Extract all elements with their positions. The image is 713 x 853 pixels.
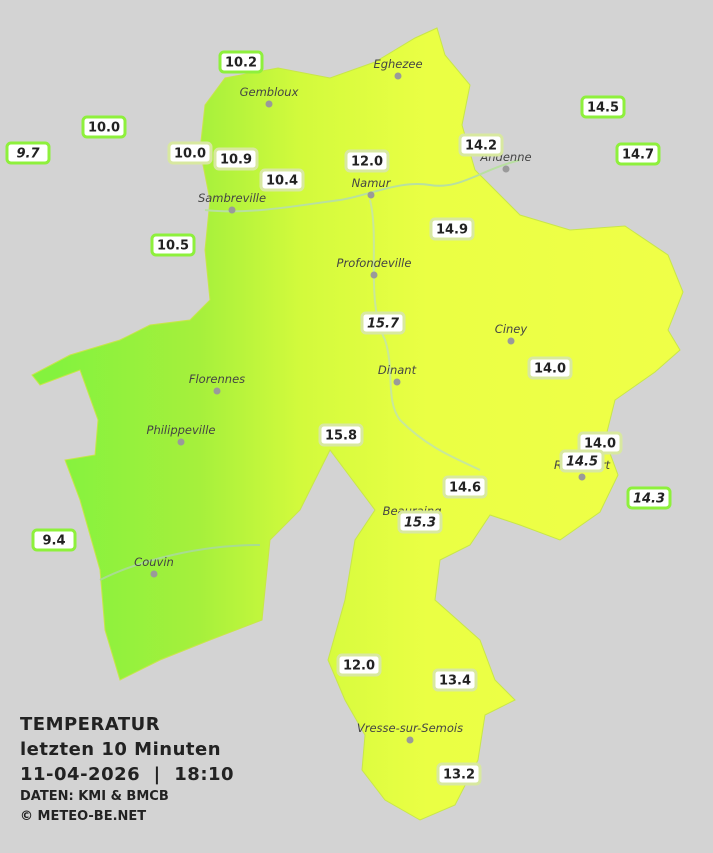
station-value: 12.0 — [343, 659, 375, 674]
legend-period: letzten 10 Minuten — [20, 739, 222, 760]
station-value: 10.9 — [220, 153, 252, 168]
station-box — [259, 168, 305, 192]
city-dot — [507, 337, 515, 345]
city-dot — [393, 378, 401, 386]
city-dot — [406, 736, 414, 744]
river — [204, 159, 521, 213]
station-box — [580, 95, 626, 119]
legend-source: DATEN: KMI & BMCB — [20, 789, 169, 804]
city-dot — [213, 387, 221, 395]
city-dot — [370, 271, 378, 279]
station-box — [432, 668, 478, 692]
station-value: 14.7 — [622, 148, 654, 163]
station-box — [397, 510, 443, 534]
river — [99, 544, 261, 581]
city-label: Eghezee — [373, 57, 422, 71]
station-value: 10.5 — [157, 239, 189, 254]
station-box — [458, 133, 504, 157]
city-dot — [394, 72, 402, 80]
station-value: 14.0 — [534, 362, 566, 377]
station-value: 14.6 — [449, 481, 481, 496]
city-dot — [367, 191, 375, 199]
station-box — [213, 147, 259, 171]
station-box — [31, 528, 77, 552]
legend-datetime: 11-04-2026 | 18:10 — [20, 764, 235, 785]
city-label: Vresse-sur-Semois — [357, 721, 463, 735]
city-label: Florennes — [189, 372, 245, 386]
station-value: 13.4 — [439, 674, 471, 689]
city-label: Ciney — [495, 322, 528, 336]
station-box — [559, 449, 605, 473]
city-dot — [228, 206, 236, 214]
station-box — [429, 217, 475, 241]
station-box — [150, 233, 196, 257]
station-box — [442, 475, 488, 499]
station-value: 14.2 — [465, 139, 497, 154]
station-value: 10.0 — [174, 147, 206, 162]
station-value: 12.0 — [351, 155, 383, 170]
station-box — [626, 486, 672, 510]
station-box — [527, 356, 573, 380]
legend-copyright: © METEO-BE.NET — [20, 809, 147, 824]
station-value: 9.4 — [42, 534, 65, 549]
station-value: 10.0 — [88, 121, 120, 136]
legend: TEMPERATUR letzten 10 Minuten 11-04-2026… — [20, 712, 234, 827]
city-dot — [177, 438, 185, 446]
station-box — [344, 149, 390, 173]
station-value: 14.5 — [566, 455, 598, 470]
station-box — [336, 653, 382, 677]
station-value: 15.7 — [367, 317, 400, 332]
city-label: Couvin — [134, 555, 174, 569]
station-value: 14.9 — [436, 223, 468, 238]
station-box — [360, 311, 406, 335]
station-value: 13.2 — [443, 768, 475, 783]
city-dot — [265, 100, 273, 108]
station-box — [615, 142, 661, 166]
river — [369, 199, 481, 471]
station-value: 9.7 — [16, 147, 40, 162]
city-label: Dinant — [378, 363, 417, 377]
station-box — [5, 141, 51, 165]
city-dot — [502, 165, 510, 173]
station-value: 14.3 — [633, 492, 665, 507]
station-value: 10.4 — [266, 174, 298, 189]
city-label: Gembloux — [240, 85, 299, 99]
station-box — [318, 423, 364, 447]
city-label: Namur — [352, 176, 392, 190]
station-value: 15.8 — [325, 429, 357, 444]
station-value: 14.5 — [587, 101, 619, 116]
station-value: 14.0 — [584, 437, 616, 452]
station-value: 15.3 — [404, 516, 436, 531]
station-value: 10.2 — [225, 56, 257, 71]
city-dot — [578, 473, 586, 481]
station-box — [436, 762, 482, 786]
city-label: Profondeville — [337, 256, 412, 270]
station-box — [167, 141, 213, 165]
station-box — [218, 50, 264, 74]
station-box — [81, 115, 127, 139]
city-label: Philippeville — [147, 423, 216, 437]
legend-title: TEMPERATUR — [20, 714, 161, 735]
city-dot — [150, 570, 158, 578]
city-label: Sambreville — [198, 191, 266, 205]
